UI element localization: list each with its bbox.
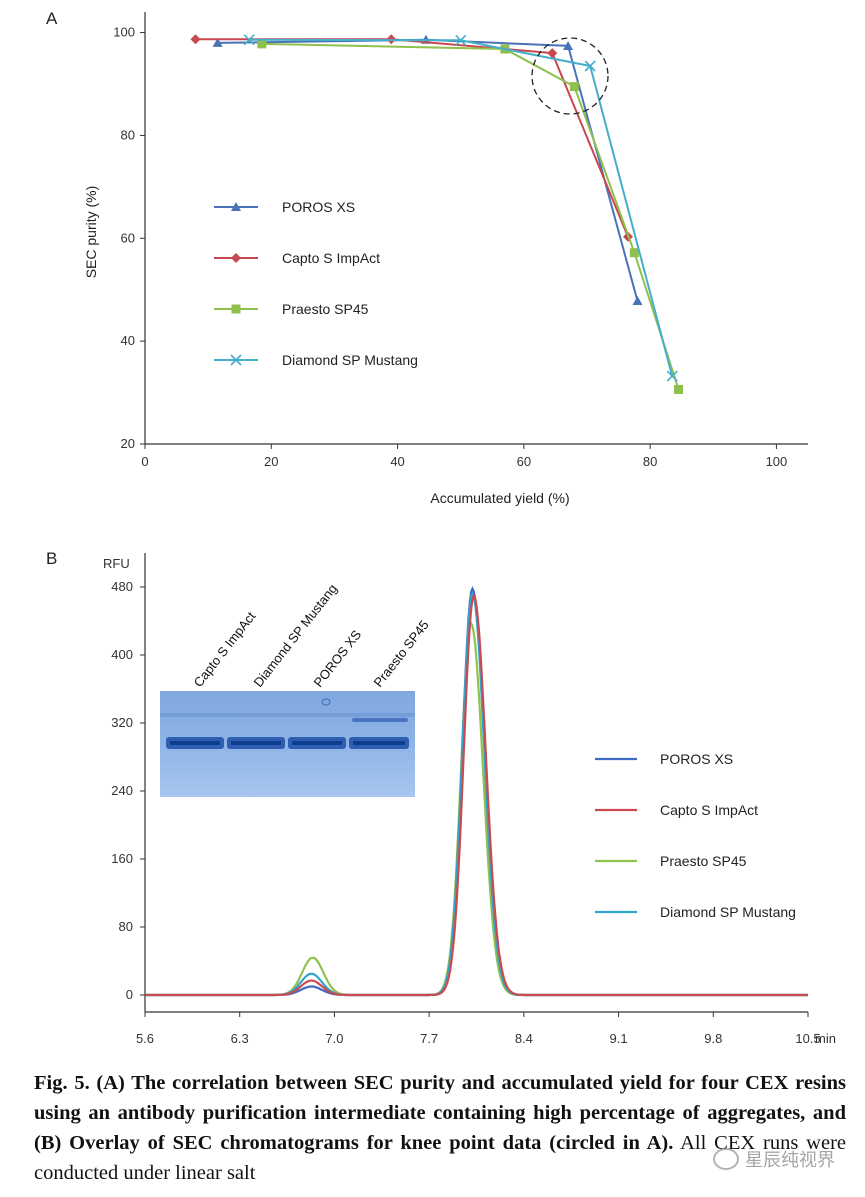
figure: A 0 20 40 60 80 100 20 40 60 80 100 Accumulated y…	[46, 9, 836, 1046]
panel-a-x-tick-label: 0	[141, 454, 148, 469]
panel-b-x-tick-label: 5.6	[136, 1031, 154, 1046]
panel-a-y-tick-label: 80	[121, 127, 135, 142]
panel-b-label: B	[46, 549, 57, 568]
panel-a-series-line	[217, 38, 639, 302]
panel-a-y-tick-label: 60	[121, 230, 135, 245]
knee-point-circle	[531, 37, 609, 115]
panel-a-legend-marker	[231, 304, 241, 314]
panel-a-data-point	[584, 60, 596, 72]
panel-a-legend-label: POROS XS	[282, 199, 355, 215]
panel-a-data-point	[629, 248, 639, 258]
panel-a-data-point	[455, 34, 467, 46]
panel-b-y-unit: RFU	[103, 556, 130, 571]
panel-a-legend-label: Diamond SP Mustang	[282, 352, 418, 368]
gel-lane-label: POROS XS	[311, 627, 365, 690]
panel-a-y-tick-label: 100	[113, 25, 135, 40]
panel-a-data-point	[674, 384, 684, 394]
panel-b-y-tick-label: 0	[126, 987, 133, 1002]
panel-a-data-point	[569, 82, 579, 92]
panel-a-data-point	[632, 296, 643, 306]
figure-caption: Fig. 5. (A) The correlation between SEC …	[34, 1068, 846, 1188]
panel-b-x-tick-label: 7.7	[420, 1031, 438, 1046]
panel-b-y-tick-label: 160	[111, 851, 133, 866]
panel-b-chart: RFU min 5.6 6.3 7.0 7.7 8.4 9.1 9.8 10.5 0 80 160…	[103, 553, 836, 1046]
panel-a-data-point	[212, 37, 223, 47]
panel-b-y-tick-label: 400	[111, 647, 133, 662]
panel-b-x-unit: min	[815, 1031, 836, 1046]
panel-a-x-tick-label: 40	[390, 454, 404, 469]
panel-a-x-tick-label: 80	[643, 454, 657, 469]
panel-b-x-tick-label: 10.5	[795, 1031, 820, 1046]
watermark: 星辰纯视界	[713, 1146, 835, 1172]
panel-b-legend-label: Praesto SP45	[660, 853, 747, 869]
panel-b-x-tick-label: 7.0	[325, 1031, 343, 1046]
panel-a-data-point	[243, 34, 255, 46]
panel-b-x-tick-label: 8.4	[515, 1031, 533, 1046]
panel-b-y-tick-label: 480	[111, 579, 133, 594]
panel-a-series-line	[249, 38, 674, 377]
panel-b-legend-label: Diamond SP Mustang	[660, 904, 796, 920]
panel-a-legend-marker	[231, 253, 241, 263]
panel-a-y-tick-label: 40	[121, 333, 135, 348]
panel-a-legend-label: Praesto SP45	[282, 301, 369, 317]
panel-a-chart: 0 20 40 60 80 100 20 40 60 80 100 Accumulated yie…	[83, 12, 808, 506]
panel-a-y-label: SEC purity (%)	[83, 186, 99, 279]
panel-a-label: A	[46, 9, 58, 28]
panel-a-legend-label: Capto S ImpAct	[282, 250, 380, 266]
panel-a-data-point	[666, 370, 678, 382]
panel-a-legend-marker	[230, 354, 242, 366]
panel-a-x-label: Accumulated yield (%)	[430, 490, 569, 506]
watermark-logo-icon	[713, 1148, 739, 1170]
panel-b-legend-label: Capto S ImpAct	[660, 802, 758, 818]
caption-bold: Fig. 5. (A) The correlation between SEC …	[34, 1072, 846, 1154]
panel-b-legend-label: POROS XS	[660, 751, 733, 767]
panel-a-x-tick-label: 100	[766, 454, 788, 469]
panel-b-y-tick-label: 80	[119, 919, 133, 934]
gel-lane-label: Capto S ImpAct	[191, 609, 259, 690]
panel-a-legend-marker	[231, 202, 241, 211]
panel-b-x-tick-label: 6.3	[231, 1031, 249, 1046]
panel-a-x-tick-label: 60	[517, 454, 531, 469]
watermark-text: 星辰纯视界	[745, 1150, 835, 1171]
panel-a-data-point	[547, 48, 558, 59]
panel-a-y-tick-label: 20	[121, 436, 135, 451]
panel-b-y-tick-label: 240	[111, 783, 133, 798]
panel-a-data-point	[563, 40, 574, 50]
gel-lane-label: Praesto SP45	[371, 617, 432, 689]
panel-b-chromatogram-trace	[145, 592, 808, 997]
panel-a-x-tick-label: 20	[264, 454, 278, 469]
panel-a-data-point	[257, 39, 267, 49]
panel-a-series-line	[261, 42, 680, 390]
panel-b-x-tick-label: 9.8	[704, 1031, 722, 1046]
panel-a-data-point	[190, 34, 201, 45]
panel-b-x-tick-label: 9.1	[610, 1031, 628, 1046]
panel-b-y-tick-label: 320	[111, 715, 133, 730]
panel-a-series-line	[195, 38, 629, 238]
